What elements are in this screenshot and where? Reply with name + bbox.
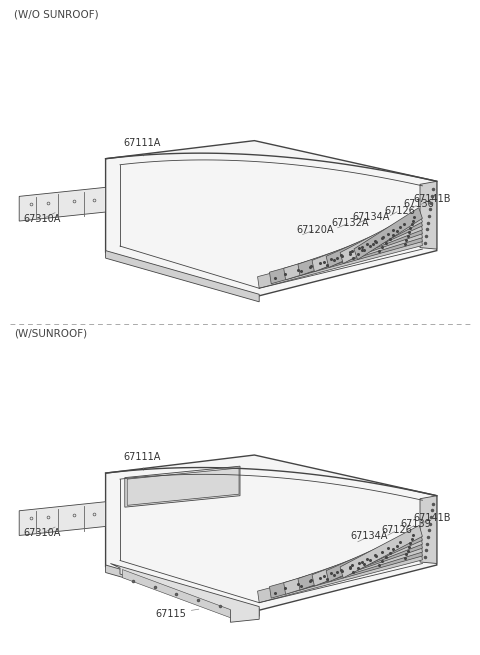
Polygon shape	[340, 525, 422, 578]
Polygon shape	[125, 466, 240, 507]
Text: 67111A: 67111A	[123, 452, 160, 470]
Polygon shape	[269, 230, 422, 284]
Polygon shape	[106, 251, 259, 302]
Polygon shape	[258, 234, 422, 288]
Polygon shape	[340, 211, 422, 263]
Polygon shape	[326, 215, 422, 267]
Polygon shape	[106, 455, 437, 610]
Text: (W/SUNROOF): (W/SUNROOF)	[14, 329, 87, 339]
Text: 67134A: 67134A	[350, 531, 388, 542]
Polygon shape	[19, 187, 106, 221]
Polygon shape	[420, 496, 437, 563]
Polygon shape	[284, 540, 422, 594]
Text: 67111A: 67111A	[123, 138, 160, 156]
Text: 67139: 67139	[401, 519, 432, 530]
Polygon shape	[312, 219, 422, 272]
Polygon shape	[269, 544, 422, 598]
Text: 67120A: 67120A	[297, 225, 334, 234]
Polygon shape	[122, 570, 230, 618]
Polygon shape	[106, 141, 437, 296]
Polygon shape	[127, 468, 239, 506]
Text: 67115: 67115	[155, 608, 199, 619]
Text: 67141B: 67141B	[414, 514, 451, 524]
Text: 67126: 67126	[384, 206, 415, 215]
Polygon shape	[284, 226, 422, 280]
Polygon shape	[106, 565, 259, 616]
Text: 67310A: 67310A	[24, 213, 61, 224]
Text: 67310A: 67310A	[24, 527, 61, 538]
Polygon shape	[326, 529, 422, 582]
Text: 67132A: 67132A	[331, 217, 369, 228]
Polygon shape	[298, 536, 422, 590]
Text: (W/O SUNROOF): (W/O SUNROOF)	[14, 10, 99, 20]
Polygon shape	[420, 181, 437, 249]
Polygon shape	[354, 208, 422, 259]
Text: 67136: 67136	[403, 199, 434, 210]
Polygon shape	[110, 563, 259, 622]
Polygon shape	[19, 502, 106, 536]
Polygon shape	[258, 548, 422, 603]
Polygon shape	[312, 533, 422, 586]
Text: 67126: 67126	[382, 525, 412, 535]
Text: 67134A: 67134A	[353, 212, 390, 222]
Polygon shape	[298, 222, 422, 276]
Text: 67141B: 67141B	[414, 194, 451, 205]
